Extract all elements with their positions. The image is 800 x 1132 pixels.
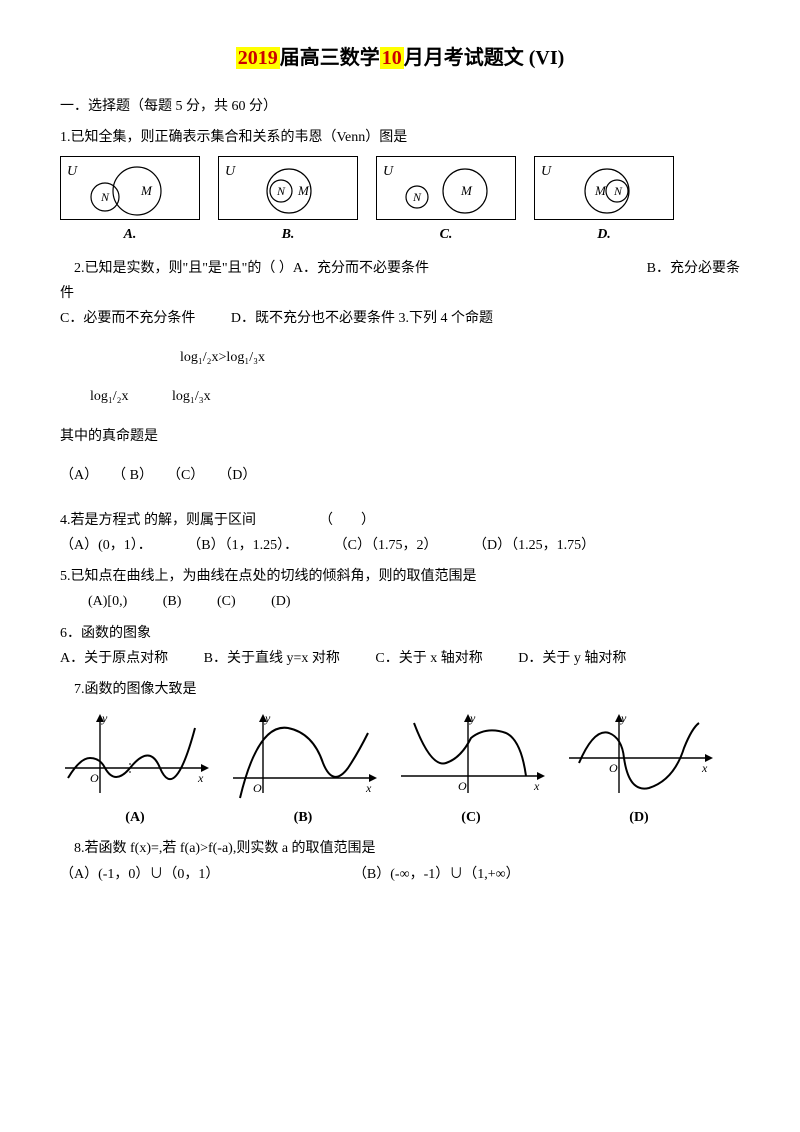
svg-text:x: x (197, 771, 204, 785)
svg-text:O: O (253, 781, 262, 795)
curve-b: y x O (B) (228, 708, 378, 830)
curve-c: y x O (C) (396, 708, 546, 830)
q1-stem: 1.已知全集，则正确表示集合和关系的韦恩（Venn）图是 (60, 125, 740, 150)
q6-d: D．关于 y 轴对称 (518, 646, 626, 671)
question-2: 2.已知是实数，则"且"是"且"的（ ）A．充分而不必要条件 B．充分必要条 件… (60, 256, 740, 332)
q5-b: (B) (163, 589, 182, 614)
q2-opts-cd: C．必要而不充分条件 D．既不充分也不必要条件 3.下列 4 个命题 (60, 306, 740, 331)
opt-b-label: B. (218, 222, 358, 247)
q5-opts: (A)[0,) (B) (C) (D) (60, 589, 740, 614)
svg-text:O: O (458, 779, 467, 793)
q2-opt-c: C．必要而不充分条件 (60, 306, 195, 331)
q2-line1: 2.已知是实数，则"且"是"且"的（ ）A．充分而不必要条件 B．充分必要条 (60, 256, 740, 281)
q4-d: （D）（1.25，1.75） (473, 533, 595, 558)
curve-d: y x O (D) (564, 708, 714, 830)
opt-a-label: A. (60, 222, 200, 247)
opt-d-label: D. (534, 222, 674, 247)
opt-c-label: C. (376, 222, 516, 247)
q5-stem: 5.已知点在曲线上，为曲线在点处的切线的倾斜角，则的取值范围是 (60, 564, 740, 589)
u-label: U (383, 159, 393, 184)
question-5: 5.已知点在曲线上，为曲线在点处的切线的倾斜角，则的取值范围是 (A)[0,) … (60, 564, 740, 614)
q4-a: （A）(0，1）． (60, 533, 152, 558)
curve-graphs: y x O (A) y x O (B) (60, 708, 740, 830)
svg-text:M: M (140, 183, 153, 198)
curve-a: y x O (A) (60, 708, 210, 830)
svg-text:M: M (594, 183, 607, 198)
q2-line2: 件 (60, 281, 740, 306)
svg-text:x: x (701, 761, 708, 775)
svg-text:N: N (276, 184, 286, 198)
u-label: U (225, 159, 235, 184)
svg-text:y: y (101, 711, 108, 725)
svg-text:y: y (264, 711, 271, 725)
svg-text:O: O (90, 771, 99, 785)
curve-a-label: (A) (60, 805, 210, 830)
u-label: U (541, 159, 551, 184)
question-3: log₁/₂x>log₁/₃x log₁/₂x log₁/₃x 其中的真命题是 … (60, 345, 740, 488)
svg-text:N: N (412, 190, 422, 204)
curve-b-label: (B) (228, 805, 378, 830)
q8-a: （A）(-1，0）∪（0，1） (60, 862, 219, 887)
q7-stem: 7.函数的图像大致是 (60, 677, 740, 702)
svg-text:x: x (365, 781, 372, 795)
curve-c-label: (C) (396, 805, 546, 830)
q5-c: (C) (217, 589, 236, 614)
q3-stem: 其中的真命题是 (60, 424, 740, 449)
venn-option-labels: A. B. C. D. (60, 222, 740, 247)
venn-d: U M N (534, 156, 674, 220)
svg-text:N: N (100, 190, 110, 204)
curve-d-label: (D) (564, 805, 714, 830)
svg-text:M: M (460, 183, 473, 198)
question-4: 4.若是方程式 的解，则属于区间 （ ） （A）(0，1）． （B）（1，1.2… (60, 508, 740, 558)
svg-text:x: x (533, 779, 540, 793)
q3-opts: （A） （ B） （C） （D） (60, 463, 740, 488)
question-8: 8.若函数 f(x)=,若 f(a)>f(-a),则实数 a 的取值范围是 （A… (60, 836, 740, 886)
q6-opts: A．关于原点对称 B．关于直线 y=x 对称 C．关于 x 轴对称 D．关于 y… (60, 646, 740, 671)
svg-text:O: O (609, 761, 618, 775)
q8-opts: （A）(-1，0）∪（0，1） （B）(-∞，-1）∪（1,+∞） (60, 862, 740, 887)
question-6: 6．函数的图象 A．关于原点对称 B．关于直线 y=x 对称 C．关于 x 轴对… (60, 621, 740, 671)
q5-a: (A)[0,) (88, 589, 127, 614)
svg-text:y: y (620, 711, 627, 725)
title-p2: 届高三数学 (280, 47, 380, 69)
question-7: 7.函数的图像大致是 y x O (A) y (60, 677, 740, 830)
q4-stem: 4.若是方程式 的解，则属于区间 （ ） (60, 508, 740, 533)
venn-c: U N M (376, 156, 516, 220)
svg-text:y: y (469, 711, 476, 725)
q3-expr2: log₁/₂x log₁/₃x (90, 384, 740, 409)
q4-opts: （A）(0，1）． （B）（1，1.25）． （C）（1.75，2） （D）（1… (60, 533, 740, 558)
q4-c: （C）（1.75，2） (334, 533, 438, 558)
question-1: 1.已知全集，则正确表示集合和关系的韦恩（Venn）图是 U N M U N M… (60, 125, 740, 247)
q6-a: A．关于原点对称 (60, 646, 168, 671)
u-label: U (67, 159, 77, 184)
q3-expr1: log₁/₂x>log₁/₃x (180, 345, 740, 370)
q6-b: B．关于直线 y=x 对称 (204, 646, 340, 671)
q4-b: （B）（1，1.25）． (187, 533, 298, 558)
svg-text:M: M (297, 183, 310, 198)
q8-stem: 8.若函数 f(x)=,若 f(a)>f(-a),则实数 a 的取值范围是 (60, 836, 740, 861)
page-title: 2019届高三数学10月月考试题文 (VI) (60, 40, 740, 76)
title-year: 2019 (236, 47, 280, 69)
section-heading: 一．选择题（每题 5 分，共 60 分） (60, 94, 740, 119)
venn-diagrams: U N M U N M U N M (60, 156, 740, 220)
venn-a: U N M (60, 156, 200, 220)
q5-d: (D) (271, 589, 290, 614)
title-p4: 月月考试题文 (VI) (404, 47, 565, 69)
title-month: 10 (380, 47, 404, 69)
q8-b: （B）(-∞，-1）∪（1,+∞） (353, 862, 520, 887)
venn-b: U N M (218, 156, 358, 220)
q6-c: C．关于 x 轴对称 (375, 646, 482, 671)
svg-text:N: N (613, 184, 623, 198)
q2-opt-d: D．既不充分也不必要条件 3.下列 4 个命题 (231, 306, 493, 331)
q6-stem: 6．函数的图象 (60, 621, 740, 646)
